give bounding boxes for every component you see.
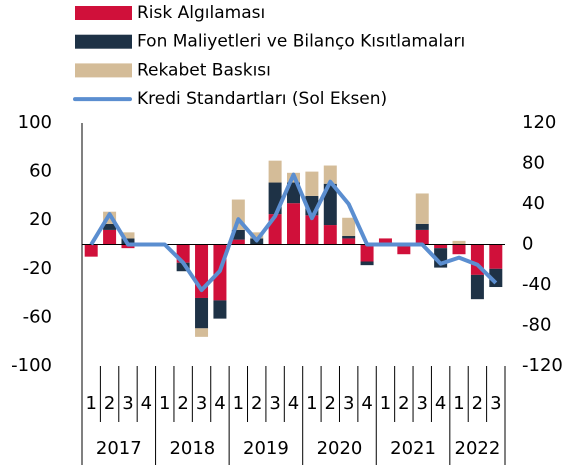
legend-swatch: [75, 34, 132, 49]
y2-tick-label: 80: [522, 153, 545, 174]
bar: [342, 235, 356, 239]
year-label: 2019: [243, 438, 289, 459]
bar: [195, 328, 209, 337]
bar: [434, 244, 448, 249]
x-tick-label: 3: [269, 393, 280, 414]
y-tick-label: -20: [23, 258, 52, 279]
bar: [415, 223, 429, 230]
y2-tick-label: -120: [522, 355, 563, 376]
legend-label: Kredi Standartları (Sol Eksen): [137, 89, 387, 109]
legend-label: Risk Algılaması: [137, 3, 265, 23]
bar: [489, 244, 503, 269]
x-tick-label: 3: [122, 393, 133, 414]
y2-tick-label: 120: [522, 112, 556, 133]
x-tick-label: 2: [472, 393, 483, 414]
bar: [305, 171, 319, 196]
bar: [415, 229, 429, 245]
bar: [305, 215, 319, 245]
x-tick-label: 4: [361, 393, 372, 414]
bar: [323, 225, 337, 245]
x-tick-label: 1: [85, 393, 96, 414]
year-label: 2017: [96, 438, 142, 459]
x-tick-label: 3: [343, 393, 354, 414]
y-tick-label: 20: [29, 209, 52, 230]
x-tick-label: 3: [490, 393, 501, 414]
year-label: 2021: [390, 438, 436, 459]
legend-swatch: [75, 6, 132, 20]
y-tick-label: 60: [29, 161, 52, 182]
bar: [103, 229, 117, 245]
bar: [360, 244, 374, 262]
bar: [452, 244, 466, 255]
x-tick-label: 4: [435, 393, 446, 414]
x-tick-label: 4: [214, 393, 225, 414]
bar: [360, 261, 374, 266]
legend-label: Fon Maliyetleri ve Bilanço Kısıtlamaları: [137, 32, 465, 52]
bar: [268, 160, 282, 183]
bar: [323, 165, 337, 184]
bar: [323, 183, 337, 226]
bar: [231, 229, 245, 240]
year-label: 2022: [455, 438, 501, 459]
bar: [84, 244, 98, 257]
x-tick-label: 1: [159, 393, 170, 414]
line: [89, 172, 498, 293]
bar: [470, 274, 484, 300]
x-tick-label: 4: [288, 393, 299, 414]
y2-tick-label: 0: [522, 234, 533, 255]
y-tick-label: -100: [11, 355, 52, 376]
y2-tick-label: 40: [522, 193, 545, 214]
bar: [195, 297, 209, 329]
bar: [378, 238, 392, 245]
bar: [287, 203, 300, 245]
year-label: 2018: [169, 438, 215, 459]
x-tick-label: 4: [141, 393, 152, 414]
x-tick-label: 2: [251, 393, 262, 414]
y-tick-label: 100: [18, 112, 52, 133]
bar: [452, 240, 466, 245]
x-tick-label: 1: [453, 393, 464, 414]
y2-tick-label: -80: [522, 315, 551, 336]
bar: [121, 232, 135, 239]
x-tick-label: 2: [325, 393, 336, 414]
bar: [250, 232, 264, 239]
bar: [213, 300, 227, 319]
bar: [287, 182, 300, 204]
y2-tick-label: -40: [522, 274, 551, 295]
legend-label: Rekabet Baskısı: [137, 60, 271, 80]
bar: [415, 193, 429, 224]
x-tick-label: 1: [306, 393, 317, 414]
bar: [342, 217, 356, 236]
bar: [231, 239, 245, 245]
x-tick-label: 3: [417, 393, 428, 414]
bar: [397, 244, 411, 255]
bar: [342, 238, 356, 245]
bar: [176, 262, 190, 272]
y-tick-label: -60: [23, 306, 52, 327]
x-tick-label: 2: [398, 393, 409, 414]
year-label: 2020: [317, 438, 363, 459]
x-tick-label: 1: [380, 393, 391, 414]
x-tick-label: 3: [196, 393, 207, 414]
legend-swatch: [75, 63, 132, 78]
x-tick-label: 1: [233, 393, 244, 414]
bar: [103, 223, 117, 230]
x-tick-label: 2: [177, 393, 188, 414]
x-tick-label: 2: [104, 393, 115, 414]
